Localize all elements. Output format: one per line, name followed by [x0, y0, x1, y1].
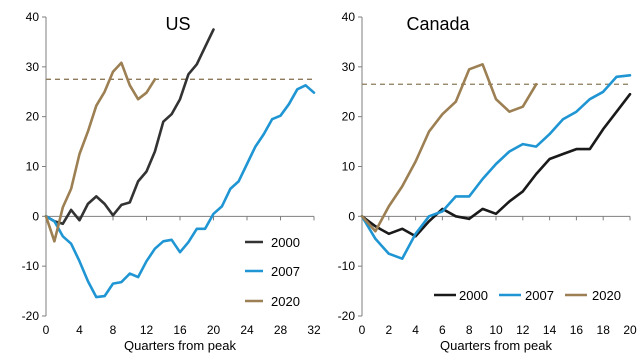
x-tick-label: 18	[597, 323, 611, 337]
y-tick-label: 40	[26, 10, 40, 24]
x-tick-label: 32	[307, 323, 321, 337]
series-line-2020	[360, 63, 538, 233]
y-tick-label: -10	[22, 259, 40, 273]
x-tick-label: 2	[385, 323, 392, 337]
x-tick-label: 0	[359, 323, 366, 337]
x-tick-label: 4	[76, 323, 83, 337]
x-axis-title: Quarters from peak	[124, 338, 236, 353]
series-line-2020	[44, 61, 157, 243]
panel-title: Canada	[406, 14, 470, 34]
y-tick-label: 20	[342, 110, 356, 124]
panel-title: US	[165, 14, 190, 34]
y-tick-label: 40	[342, 10, 356, 24]
x-tick-label: 12	[140, 323, 154, 337]
x-tick-label: 4	[412, 323, 419, 337]
legend-label-2020: 2020	[271, 294, 300, 309]
x-tick-label: 14	[543, 323, 557, 337]
y-tick-label: 30	[26, 60, 40, 74]
y-tick-label: 30	[342, 60, 356, 74]
x-tick-label: 20	[207, 323, 221, 337]
legend-label-2007: 2007	[525, 288, 554, 303]
x-tick-label: 16	[570, 323, 584, 337]
y-tick-label: -20	[22, 309, 40, 323]
x-axis-title: Quarters from peak	[440, 338, 552, 353]
legend-label-2007: 2007	[271, 264, 300, 279]
series-line-2000	[44, 28, 215, 226]
x-tick-label: 28	[274, 323, 288, 337]
x-tick-label: 8	[110, 323, 117, 337]
x-tick-label: 8	[466, 323, 473, 337]
x-tick-label: 12	[516, 323, 530, 337]
y-tick-label: 20	[26, 110, 40, 124]
legend-label-2000: 2000	[459, 288, 488, 303]
legend-label-2000: 2000	[271, 235, 300, 250]
series-line-2007	[44, 84, 316, 299]
y-tick-label: -10	[338, 259, 356, 273]
series-line-2007	[360, 74, 632, 261]
y-tick-label: 10	[26, 160, 40, 174]
y-tick-label: 0	[348, 209, 355, 223]
x-tick-label: 16	[173, 323, 187, 337]
y-tick-label: 10	[342, 160, 356, 174]
legend-label-2020: 2020	[592, 288, 621, 303]
x-tick-label: 0	[43, 323, 50, 337]
y-tick-label: -20	[338, 309, 356, 323]
series-line-2000	[360, 92, 632, 238]
x-tick-label: 6	[439, 323, 446, 337]
x-tick-label: 10	[489, 323, 503, 337]
y-tick-label: 0	[32, 209, 39, 223]
x-tick-label: 24	[240, 323, 254, 337]
x-tick-label: 20	[623, 323, 637, 337]
